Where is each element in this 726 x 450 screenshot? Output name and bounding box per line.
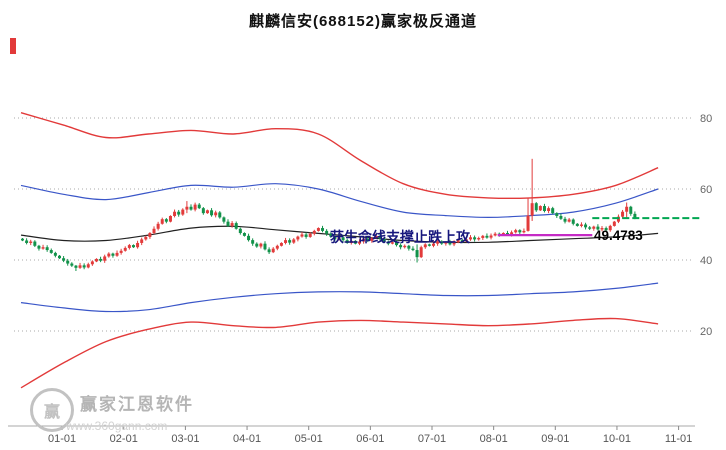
watermark-url-text: www.360gann.com xyxy=(66,419,168,433)
svg-text:08-01: 08-01 xyxy=(480,433,508,445)
svg-text:20: 20 xyxy=(700,326,712,338)
svg-text:09-01: 09-01 xyxy=(541,433,569,445)
channel-lines xyxy=(20,112,659,389)
channel-line-upper-blue xyxy=(20,183,659,219)
svg-text:06-01: 06-01 xyxy=(356,433,384,445)
channel-line-mid-black xyxy=(20,225,659,244)
channel-line-lower-blue xyxy=(20,282,659,313)
svg-text:05-01: 05-01 xyxy=(295,433,323,445)
candles xyxy=(21,158,637,272)
chart-title: 麒麟信安(688152)赢家极反通道 xyxy=(248,13,478,30)
svg-text:60: 60 xyxy=(700,184,712,196)
svg-text:80: 80 xyxy=(700,113,712,125)
watermark: 赢 赢家江恩软件 www.360gann.com xyxy=(30,388,194,433)
svg-text:10-01: 10-01 xyxy=(603,433,631,445)
left-edge-red-marker xyxy=(10,38,16,54)
brand-logo-icon: 赢 xyxy=(30,388,74,432)
x-axis: 01-01 02-01 03-01 04-01 05-01 06-01 07-01 08-01… xyxy=(8,425,695,445)
watermark-brand-text: 赢家江恩软件 xyxy=(80,395,194,414)
price-value-label: 49.4783 xyxy=(594,228,643,243)
support-annotation-text: 获生命线支撑止跌上攻 xyxy=(330,229,470,245)
svg-text:07-01: 07-01 xyxy=(418,433,446,445)
svg-text:02-01: 02-01 xyxy=(110,433,138,445)
gridlines: 80 60 40 20 xyxy=(14,113,712,338)
channel-line-upper-red xyxy=(20,112,659,200)
svg-text:40: 40 xyxy=(700,255,712,267)
svg-text:01-01: 01-01 xyxy=(48,433,76,445)
svg-text:03-01: 03-01 xyxy=(171,433,199,445)
channel-line-lower-red xyxy=(20,317,659,389)
svg-text:11-01: 11-01 xyxy=(665,433,692,445)
svg-text:04-01: 04-01 xyxy=(233,433,261,445)
